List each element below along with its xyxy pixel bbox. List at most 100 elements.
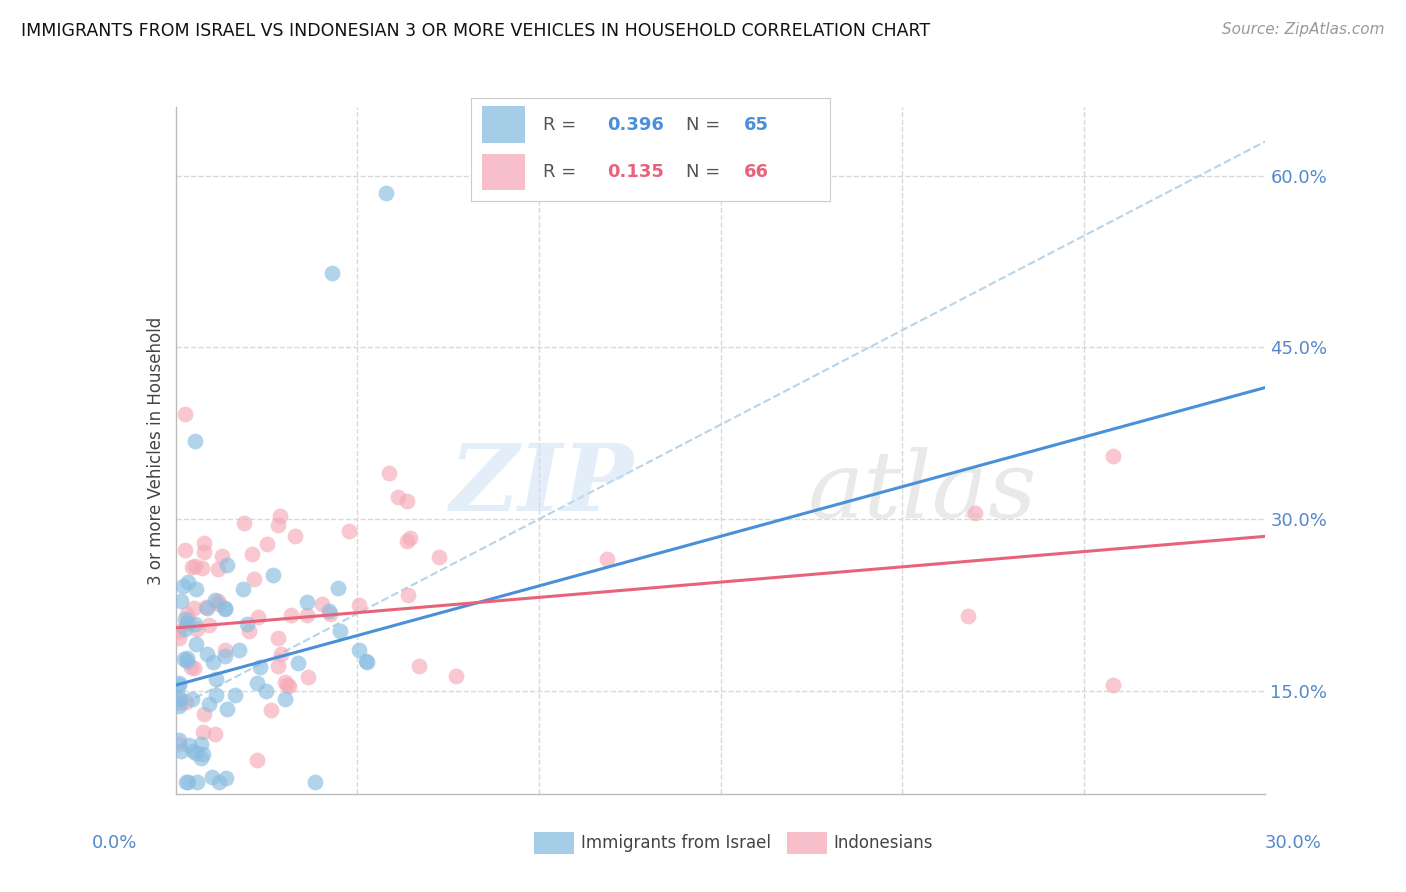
- Indonesians: [266, 631, 288, 645]
- Text: atlas: atlas: [807, 447, 1038, 537]
- Indonesians: [297, 607, 319, 622]
- Immigrants from Israel: [204, 688, 226, 702]
- Indonesians: [208, 597, 231, 611]
- Indonesians: [596, 551, 619, 566]
- Bar: [482, 153, 524, 190]
- Immigrants from Israel: [349, 643, 371, 657]
- Indonesians: [274, 674, 297, 689]
- Immigrants from Israel: [321, 266, 343, 280]
- Immigrants from Israel: [183, 434, 205, 448]
- Indonesians: [184, 558, 207, 573]
- Indonesians: [1102, 449, 1125, 463]
- Indonesians: [174, 695, 197, 709]
- Indonesians: [214, 643, 236, 657]
- Indonesians: [183, 601, 205, 615]
- Text: 30.0%: 30.0%: [1265, 834, 1322, 852]
- Indonesians: [198, 617, 221, 632]
- Indonesians: [347, 598, 370, 612]
- Immigrants from Israel: [184, 582, 207, 597]
- Immigrants from Israel: [228, 642, 250, 657]
- Indonesians: [177, 613, 200, 627]
- Immigrants from Israel: [169, 699, 191, 714]
- Immigrants from Israel: [214, 649, 236, 664]
- Bar: [482, 106, 524, 144]
- Immigrants from Israel: [177, 739, 200, 753]
- Indonesians: [204, 727, 226, 741]
- Text: Indonesians: Indonesians: [834, 834, 934, 852]
- Indonesians: [259, 703, 281, 717]
- Indonesians: [318, 607, 340, 622]
- Immigrants from Israel: [172, 579, 194, 593]
- Indonesians: [276, 678, 298, 692]
- Immigrants from Israel: [169, 675, 191, 690]
- Indonesians: [193, 535, 215, 549]
- Indonesians: [284, 529, 307, 543]
- Immigrants from Israel: [262, 567, 284, 582]
- Indonesians: [174, 407, 197, 421]
- Indonesians: [399, 531, 422, 545]
- Immigrants from Israel: [177, 775, 200, 789]
- Immigrants from Israel: [246, 676, 269, 690]
- Indonesians: [378, 466, 401, 480]
- Text: R =: R =: [543, 163, 582, 181]
- Y-axis label: 3 or more Vehicles in Household: 3 or more Vehicles in Household: [146, 317, 165, 584]
- Indonesians: [395, 533, 418, 548]
- Immigrants from Israel: [354, 654, 377, 668]
- Indonesians: [446, 669, 468, 683]
- Indonesians: [191, 561, 214, 575]
- Indonesians: [180, 659, 202, 673]
- Immigrants from Israel: [176, 654, 198, 668]
- Text: 65: 65: [744, 116, 769, 134]
- Immigrants from Israel: [174, 612, 197, 626]
- Immigrants from Israel: [174, 622, 197, 636]
- Indonesians: [278, 679, 301, 693]
- Indonesians: [269, 508, 291, 523]
- Indonesians: [169, 696, 191, 710]
- Text: IMMIGRANTS FROM ISRAEL VS INDONESIAN 3 OR MORE VEHICLES IN HOUSEHOLD CORRELATION: IMMIGRANTS FROM ISRAEL VS INDONESIAN 3 O…: [21, 22, 931, 40]
- Indonesians: [270, 647, 292, 661]
- Indonesians: [963, 507, 986, 521]
- Immigrants from Israel: [214, 601, 236, 615]
- Immigrants from Israel: [214, 600, 236, 615]
- Immigrants from Israel: [254, 683, 277, 698]
- Indonesians: [193, 725, 215, 739]
- Immigrants from Israel: [224, 688, 246, 702]
- Immigrants from Israel: [169, 678, 191, 692]
- Indonesians: [183, 661, 205, 675]
- Immigrants from Israel: [169, 690, 191, 704]
- Indonesians: [186, 622, 208, 636]
- Indonesians: [267, 518, 290, 533]
- Immigrants from Israel: [174, 775, 197, 789]
- Indonesians: [398, 588, 420, 602]
- Immigrants from Israel: [201, 770, 224, 784]
- Indonesians: [396, 494, 419, 508]
- Immigrants from Israel: [295, 594, 318, 608]
- Text: 0.135: 0.135: [607, 163, 664, 181]
- Immigrants from Israel: [375, 186, 398, 200]
- Immigrants from Israel: [198, 698, 221, 712]
- Indonesians: [956, 609, 979, 624]
- Immigrants from Israel: [249, 659, 271, 673]
- Immigrants from Israel: [184, 747, 207, 761]
- Immigrants from Israel: [215, 772, 238, 786]
- Indonesians: [247, 610, 270, 624]
- Immigrants from Israel: [208, 775, 231, 789]
- Immigrants from Israel: [195, 647, 218, 661]
- Indonesians: [387, 491, 409, 505]
- Immigrants from Israel: [176, 650, 198, 665]
- Indonesians: [207, 562, 229, 576]
- Indonesians: [243, 573, 266, 587]
- Indonesians: [207, 593, 229, 607]
- Indonesians: [233, 516, 256, 531]
- Indonesians: [297, 670, 319, 684]
- Indonesians: [180, 559, 202, 574]
- Text: N =: N =: [686, 116, 725, 134]
- Indonesians: [242, 547, 264, 561]
- Indonesians: [311, 597, 333, 611]
- Immigrants from Israel: [204, 593, 226, 607]
- Indonesians: [246, 753, 269, 767]
- Immigrants from Israel: [184, 637, 207, 651]
- Immigrants from Israel: [190, 751, 212, 765]
- Immigrants from Israel: [217, 558, 239, 572]
- Immigrants from Israel: [170, 744, 193, 758]
